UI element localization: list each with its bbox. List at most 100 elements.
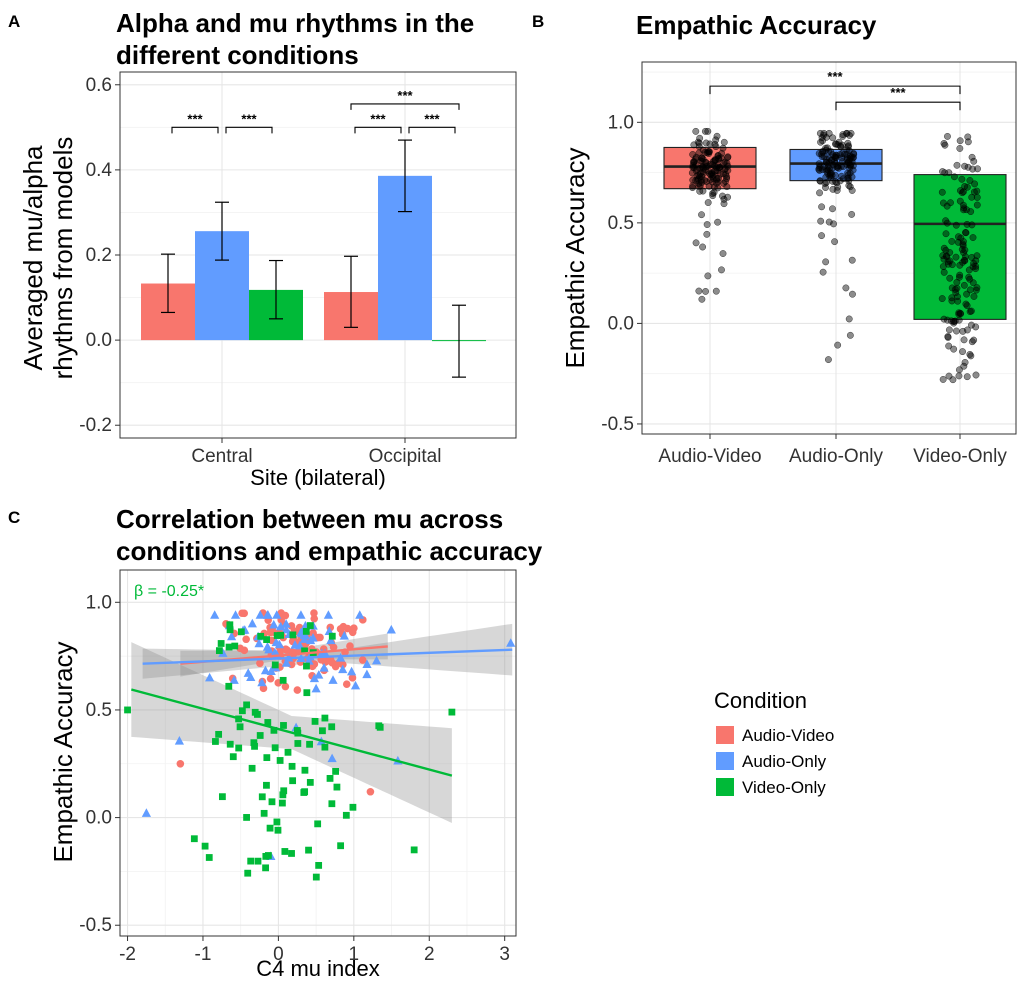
jitter-point (962, 229, 970, 237)
jitter-point (709, 174, 717, 182)
point-video-only (289, 631, 297, 639)
y-tick-label: -0.2 (79, 415, 112, 436)
point-video-only (284, 748, 292, 756)
significance-label: *** (241, 111, 257, 126)
jitter-point (724, 193, 732, 201)
y-tick-label: 0.0 (86, 330, 112, 351)
jitter-point (944, 333, 952, 341)
significance-label: *** (370, 111, 386, 126)
panel-letter-b: B (532, 12, 544, 31)
point-audio-video (310, 609, 318, 617)
jitter-point (946, 274, 954, 282)
jitter-point (820, 162, 828, 170)
point-video-only (300, 789, 308, 796)
jitter-point (690, 159, 698, 167)
jitter-point (688, 169, 696, 177)
jitter-point (695, 171, 703, 179)
jitter-point (817, 138, 825, 146)
point-audio-only (309, 673, 320, 683)
jitter-point (822, 258, 830, 266)
jitter-point (845, 131, 853, 139)
point-video-only (248, 764, 256, 772)
jitter-point (940, 244, 948, 252)
jitter-point (956, 144, 964, 152)
jitter-point (709, 190, 717, 197)
point-audio-only (297, 628, 307, 638)
significance-bracket (354, 126, 402, 134)
significance-label: *** (890, 85, 906, 100)
point-video-only (328, 632, 336, 640)
point-video-only (250, 739, 258, 747)
jitter-point (719, 192, 726, 200)
x-tick-label: Audio-Video (658, 446, 761, 467)
y-tick-label: 0.0 (608, 313, 634, 334)
point-video-only (288, 762, 296, 770)
panel-letter-c: C (8, 508, 20, 527)
point-audio-only (362, 659, 372, 668)
jitter-point (970, 336, 978, 344)
jitter-point (827, 148, 835, 156)
legend-swatch-video-only (716, 778, 734, 796)
significance-label: *** (827, 69, 843, 84)
y-tick-label: -0.5 (79, 915, 112, 936)
point-video-only (226, 740, 234, 748)
point-video-only (226, 626, 234, 634)
point-video-only (225, 682, 233, 690)
point-audio-video (176, 759, 185, 768)
jitter-point (695, 287, 703, 295)
jitter-point (939, 375, 947, 383)
jitter-point (966, 177, 974, 184)
jitter-point (945, 372, 953, 380)
point-video-only (302, 627, 310, 635)
jitter-point (945, 169, 953, 177)
point-audio-only (271, 637, 281, 647)
jitter-point (829, 205, 836, 213)
point-video-only (294, 740, 302, 747)
point-video-only (319, 727, 326, 735)
jitter-point (720, 200, 728, 208)
jitter-point (973, 284, 981, 292)
jitter-point (966, 275, 974, 283)
jitter-point (966, 350, 974, 358)
panel-a-title-line-1: Alpha and mu rhythms in the (116, 8, 474, 38)
jitter-point (967, 321, 975, 329)
point-video-only (217, 640, 225, 647)
jitter-point (818, 150, 825, 158)
jitter-point (964, 133, 972, 141)
jitter-point (948, 294, 956, 302)
jitter-point (816, 189, 823, 197)
point-audio-only (247, 618, 257, 628)
x-tick-label: Central (191, 446, 252, 467)
jitter-point (702, 139, 710, 147)
jitter-point (692, 239, 700, 247)
point-audio-only (323, 610, 334, 619)
jitter-point (832, 152, 840, 160)
condition-legend: Condition Audio-Video Audio-Only Video-O… (714, 688, 834, 797)
point-audio-only (227, 631, 237, 641)
jitter-point (958, 189, 966, 197)
jitter-point (705, 150, 713, 158)
jitter-point (970, 293, 978, 300)
jitter-point (698, 295, 706, 303)
point-audio-only (319, 663, 329, 672)
panel-b-y-axis-label: Empathic Accuracy (560, 147, 590, 368)
point-video-only (226, 621, 234, 629)
point-video-only (342, 811, 350, 819)
point-audio-video (240, 646, 249, 655)
point-video-only (289, 777, 297, 785)
jitter-point (829, 177, 837, 185)
point-video-only (306, 622, 314, 629)
panel-c-frame (119, 569, 517, 937)
point-video-only (243, 814, 250, 821)
point-audio-video (336, 625, 345, 633)
y-tick-label: 0.5 (608, 213, 634, 234)
jitter-point (833, 179, 841, 187)
significance-label: *** (397, 88, 413, 103)
panel-b-frame (641, 61, 1017, 435)
point-video-only (314, 820, 322, 828)
jitter-point (956, 271, 964, 279)
jitter-point (833, 186, 841, 194)
jitter-point (842, 284, 850, 292)
jitter-point (848, 256, 856, 264)
jitter-point (844, 169, 852, 177)
